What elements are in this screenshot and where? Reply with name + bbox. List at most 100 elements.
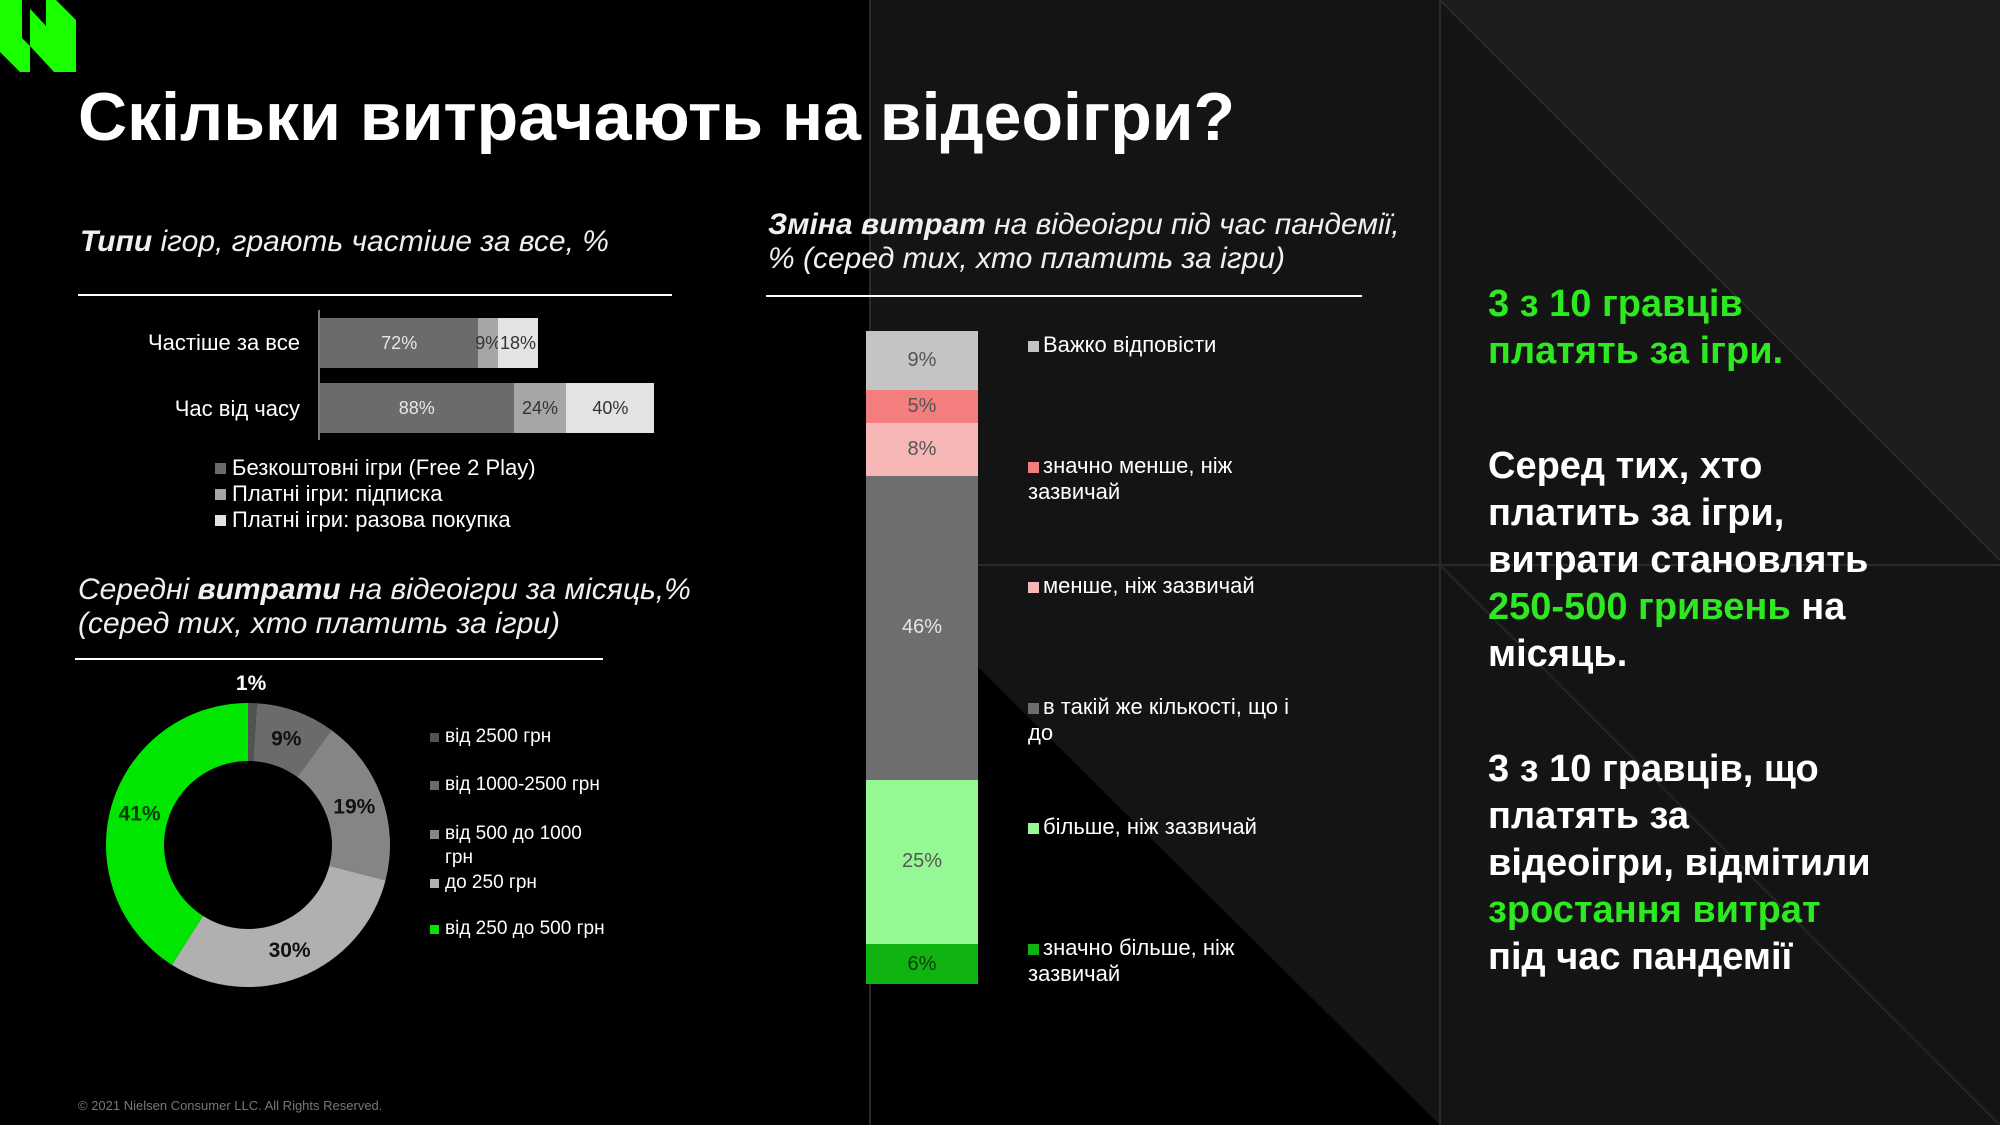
- change-subtitle-line2: % (серед тих, хто платить за ігри): [768, 242, 1285, 275]
- types-subtitle-rest: ігор, грають частіше за все, %: [152, 225, 609, 258]
- change-subtitle-bold: Зміна витрат: [768, 208, 986, 241]
- hbar-category-label: Час від часу: [174, 396, 300, 421]
- legend-swatch: [1028, 823, 1039, 834]
- change-divider: [766, 295, 1362, 297]
- donut-value-label: 9%: [271, 728, 302, 751]
- donut-slice: [253, 703, 332, 778]
- hbar-axis: [318, 310, 320, 440]
- donut-slice: [106, 703, 249, 965]
- legend-swatch: [430, 830, 439, 839]
- hbar-legend: Безкоштовні ігри (Free 2 Play) Платні іг…: [215, 455, 536, 533]
- legend-swatch: [430, 924, 439, 934]
- column-value-label: 9%: [907, 349, 937, 372]
- legend-item: Платні ігри: разова покупка: [215, 507, 536, 533]
- change-legend-item: Важко відповісти: [1028, 332, 1318, 358]
- spend-subtitle-line2: (серед тих, хто платить за ігри): [78, 607, 560, 640]
- change-subtitle: Зміна витрат на відеоігри під час пандем…: [768, 208, 1400, 276]
- nielsen-logo-icon: [0, 0, 76, 72]
- legend-label: від 500 до 1000 грн: [445, 823, 582, 868]
- copyright-footer: © 2021 Nielsen Consumer LLC. All Rights …: [78, 1098, 383, 1113]
- legend-label: менше, ніж зазвичай: [1043, 573, 1255, 598]
- legend-item: від 500 до 1000 грн: [430, 822, 605, 870]
- legend-swatch: [430, 878, 439, 888]
- legend-label: від 2500 грн: [445, 726, 552, 747]
- insight-1-line1: 3 з 10 гравців: [1488, 283, 1743, 325]
- column-value-label: 25%: [901, 850, 943, 873]
- insight-2-line2: платить за ігри,: [1488, 492, 1785, 534]
- hbar-segment: 24%: [513, 383, 567, 433]
- hbar-value-label: 40%: [592, 397, 629, 418]
- donut-slice: [171, 865, 386, 987]
- legend-label: до 250 грн: [445, 872, 537, 893]
- hbar-value-label: 9%: [475, 332, 502, 353]
- legend-item: від 1000-2500 грн: [430, 774, 605, 796]
- legend-label: Безкоштовні ігри (Free 2 Play): [232, 455, 536, 480]
- column-segment: 46%: [866, 476, 978, 780]
- insight-block-1: 3 з 10 гравців платять за ігри.: [1488, 281, 1783, 375]
- legend-item: від 250 до 500 грн: [430, 918, 605, 940]
- hbar-segment: 72%: [320, 318, 479, 368]
- spend-divider: [75, 658, 603, 660]
- legend-label: в такій же кількості, що і до: [1028, 694, 1290, 745]
- column-segment: 9%: [866, 331, 978, 391]
- spend-subtitle-bold: витрати: [197, 573, 341, 606]
- insight-block-2: Серед тих, хто платить за ігри, витрати …: [1488, 443, 1868, 678]
- insight-3-line3: відеоігри, відмітили: [1488, 842, 1871, 884]
- hbar-value-label: 24%: [521, 397, 558, 418]
- donut-value-label: 1%: [236, 672, 267, 695]
- insight-3-highlight: зростання витрат: [1488, 889, 1821, 931]
- legend-label: Платні ігри: разова покупка: [232, 507, 511, 532]
- legend-item: Платні ігри: підписка: [215, 481, 536, 507]
- legend-label: значно більше, ніж зазвичай: [1028, 935, 1235, 986]
- column-segment: 5%: [866, 390, 978, 424]
- insight-2-line4-rest: на: [1790, 586, 1846, 628]
- donut-value-label: 41%: [118, 802, 160, 825]
- insight-3-line2: платять за: [1488, 795, 1690, 837]
- page-title: Скільки витрачають на відеоігри?: [78, 79, 1236, 155]
- hbar-value-label: 88%: [398, 397, 435, 418]
- insight-2-line5: місяць.: [1488, 633, 1628, 675]
- legend-label: Важко відповісти: [1043, 332, 1217, 357]
- legend-swatch: [430, 780, 439, 790]
- donut-legend: від 2500 грн від 1000-2500 грн від 500 д…: [430, 726, 605, 940]
- insight-1-line2: платять за ігри.: [1488, 330, 1784, 372]
- types-subtitle: Типи ігор, грають частіше за все, %: [80, 225, 609, 259]
- spend-subtitle: Середні витрати на відеоігри за місяць,%…: [78, 573, 691, 641]
- legend-swatch: [215, 462, 226, 474]
- legend-swatch: [430, 732, 439, 742]
- hbar-segment: 18%: [498, 318, 538, 368]
- legend-swatch: [215, 488, 226, 500]
- change-subtitle-post: на відеоігри під час пандемії,: [985, 208, 1400, 241]
- hbar-segment: 88%: [320, 383, 514, 433]
- hbar-value-label: 72%: [381, 332, 418, 353]
- insight-3-line1: 3 з 10 гравців, що: [1488, 748, 1819, 790]
- legend-item: до 250 грн: [430, 872, 605, 894]
- insight-3-line5: під час пандемії: [1488, 936, 1793, 978]
- insight-2-line1: Серед тих, хто: [1488, 445, 1763, 487]
- types-subtitle-bold: Типи: [80, 225, 153, 258]
- hbar-value-label: 18%: [499, 332, 536, 353]
- spend-subtitle-pre: Середні: [78, 573, 198, 606]
- legend-swatch: [1028, 341, 1039, 352]
- donut-value-label: 19%: [333, 796, 375, 819]
- change-legend-item: більше, ніж зазвичай: [1028, 814, 1318, 840]
- change-subtitle-line1: Зміна витрат на відеоігри під час пандем…: [768, 208, 1400, 242]
- column-value-label: 6%: [907, 952, 937, 975]
- insight-2-line4: 250-500 гривень на: [1488, 584, 1868, 631]
- insight-2-highlight: 250-500 гривень: [1488, 586, 1791, 628]
- legend-item: від 2500 грн: [430, 726, 605, 748]
- insight-2-line3: витрати становлять: [1488, 539, 1869, 581]
- legend-swatch: [1028, 703, 1039, 714]
- stacked-column: 9% 5% 8% 46% 25% 6%: [866, 331, 978, 984]
- column-value-label: 5%: [907, 395, 937, 418]
- donut-value-label: 30%: [269, 939, 311, 962]
- types-divider: [78, 294, 672, 296]
- column-segment: 8%: [866, 423, 978, 477]
- legend-label: від 250 до 500 грн: [445, 918, 605, 939]
- hbar-segment: 9%: [475, 318, 502, 368]
- column-segment: 25%: [866, 779, 978, 945]
- insight-block-3: 3 з 10 гравців, що платять за відеоігри,…: [1488, 746, 1871, 981]
- spend-subtitle-line1: Середні витрати на відеоігри за місяць,%: [78, 573, 691, 607]
- column-segment: 6%: [866, 944, 978, 984]
